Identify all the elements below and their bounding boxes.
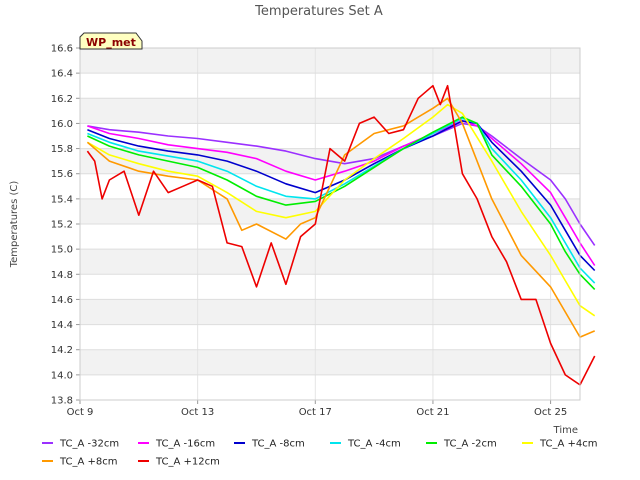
- y-tick-label: 16.6: [51, 44, 73, 55]
- badge-label: WP_met: [86, 36, 136, 49]
- legend-label: TC_A +8cm: [59, 457, 118, 468]
- legend-item: TC_A -16cm: [138, 439, 215, 450]
- y-axis-ticks: 13.8 14.0 14.2 14.4 14.6 14.8 15.0 15.2 15.4 15.6…: [51, 44, 580, 407]
- legend-item: TC_A +8cm: [42, 457, 118, 468]
- x-tick-label: Oct 21: [416, 407, 449, 418]
- legend-label: TC_A -2cm: [443, 439, 497, 450]
- y-tick-label: 15.8: [51, 144, 73, 155]
- badge-shape: [79, 32, 143, 50]
- y-tick-label: 14.4: [51, 320, 73, 331]
- site-badge: WP_met: [79, 32, 143, 50]
- series-line: [87, 116, 596, 290]
- y-tick-label: 15.2: [51, 220, 73, 231]
- x-axis-ticks: Oct 9 Oct 13 Oct 17 Oct 21 Oct 25: [67, 400, 567, 418]
- y-tick-label: 15.4: [51, 194, 73, 205]
- y-tick-label: 14.2: [51, 345, 73, 356]
- y-tick-label: 16.2: [51, 94, 73, 105]
- x-tick-label: Oct 9: [67, 407, 94, 418]
- y-tick-label: 14.8: [51, 270, 73, 281]
- y-tick-label: 15.0: [51, 245, 73, 256]
- legend-label: TC_A -4cm: [347, 439, 401, 450]
- series-line: [87, 103, 596, 317]
- series-line: [86, 84, 596, 386]
- grid-band: [80, 249, 580, 275]
- x-axis-label: Time: [553, 425, 578, 436]
- legend-item: TC_A -4cm: [330, 439, 401, 450]
- legend-item: TC_A -32cm: [42, 439, 119, 450]
- plot-frame: [79, 47, 581, 401]
- grid-band: [80, 349, 580, 375]
- y-tick-label: 13.8: [51, 396, 73, 407]
- legend-item: TC_A -8cm: [234, 439, 305, 450]
- series-line: [87, 120, 596, 272]
- legend-label: TC_A +4cm: [539, 439, 598, 450]
- legend-label: TC_A -16cm: [155, 439, 215, 450]
- series-line: [87, 120, 596, 266]
- legend-label: TC_A +12cm: [155, 457, 220, 468]
- legend-item: TC_A +4cm: [522, 439, 598, 450]
- grid-band: [80, 48, 580, 74]
- grid-band: [80, 198, 580, 224]
- y-tick-label: 16.0: [51, 119, 73, 130]
- y-tick-label: 16.4: [51, 69, 73, 80]
- legend-item: TC_A -2cm: [426, 439, 497, 450]
- y-axis-label: Temperatures (C): [9, 181, 20, 269]
- y-tick-label: 15.6: [51, 169, 73, 180]
- grid-band: [80, 299, 580, 325]
- legend-label: TC_A -32cm: [59, 439, 119, 450]
- series-line: [87, 117, 596, 284]
- chart-title: Temperatures Set A: [254, 4, 383, 19]
- legend: TC_A -32cm TC_A -16cm TC_A -8cm TC_A -4cm TC…: [42, 439, 598, 468]
- series-line: [86, 97, 596, 338]
- x-tick-label: Oct 17: [299, 407, 332, 418]
- y-tick-label: 14.0: [51, 370, 73, 381]
- legend-item: TC_A +12cm: [138, 457, 220, 468]
- series-lines: [86, 84, 596, 386]
- x-tick-label: Oct 25: [534, 407, 567, 418]
- x-tick-label: Oct 13: [181, 407, 214, 418]
- y-tick-label: 14.6: [51, 295, 73, 306]
- legend-label: TC_A -8cm: [251, 439, 305, 450]
- grid-band: [80, 98, 580, 124]
